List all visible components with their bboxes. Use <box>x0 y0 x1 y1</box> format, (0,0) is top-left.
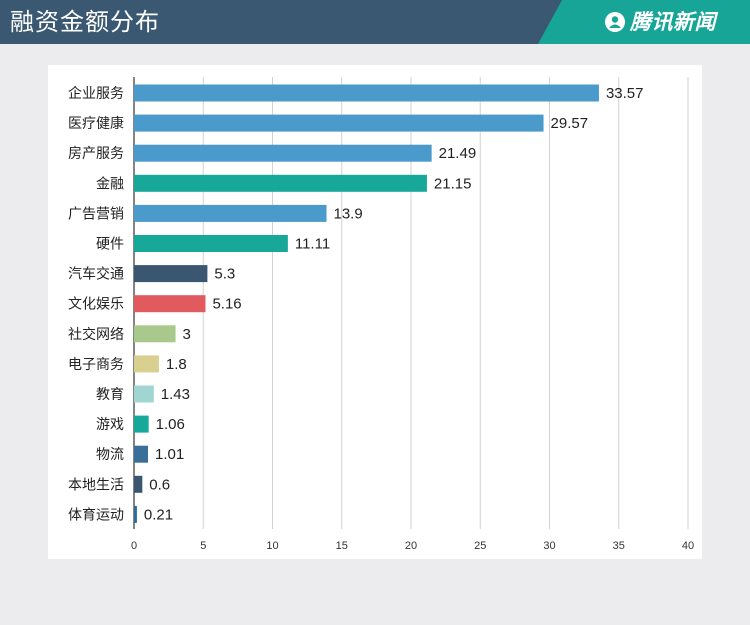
value-label: 1.01 <box>155 446 184 463</box>
bar <box>134 445 148 463</box>
value-label: 3 <box>183 326 191 343</box>
category-label: 体育运动 <box>68 507 124 523</box>
bar <box>134 265 208 283</box>
brand-badge: 腾讯新闻 <box>538 0 750 44</box>
value-label: 0.6 <box>149 476 170 493</box>
bar <box>134 295 206 313</box>
bar <box>134 415 149 433</box>
category-label: 游戏 <box>96 417 124 433</box>
category-label: 社交网络 <box>68 326 124 343</box>
value-label: 33.57 <box>606 85 644 102</box>
bar <box>134 114 544 132</box>
bar-chart: 0 5 10 15 20 25 30 35 40 企业服务 33.57 医疗健康 29.57 房产服务 21… <box>68 77 694 552</box>
value-label: 1.8 <box>166 356 187 373</box>
category-label: 本地生活 <box>68 477 124 493</box>
category-label: 广告营销 <box>68 206 124 222</box>
brand-name: 腾讯新闻 <box>630 10 716 34</box>
category-label: 汽车交通 <box>68 266 124 283</box>
header-bar: 融资金额分布 腾讯新闻 <box>0 0 750 44</box>
value-label: 1.06 <box>156 416 185 433</box>
x-tick-label: 15 <box>336 540 348 552</box>
category-label: 文化娱乐 <box>68 297 124 313</box>
category-label: 硬件 <box>96 237 124 253</box>
value-label: 1.43 <box>161 386 190 403</box>
bar <box>134 235 288 252</box>
value-label: 5.3 <box>214 266 235 283</box>
category-label: 房产服务 <box>68 146 124 162</box>
bar <box>134 385 154 403</box>
x-tick-label: 20 <box>405 540 417 552</box>
bar <box>134 505 137 523</box>
bar <box>134 475 143 493</box>
x-tick-label: 30 <box>543 540 555 552</box>
category-label: 电子商务 <box>68 357 124 373</box>
category-label: 医疗健康 <box>68 115 124 132</box>
tencent-news-logo-icon <box>605 12 625 32</box>
bar <box>134 174 427 192</box>
x-tick-label: 0 <box>131 540 137 552</box>
bar <box>134 325 176 343</box>
category-label: 教育 <box>96 387 124 403</box>
value-label: 21.49 <box>439 145 477 162</box>
x-tick-label: 25 <box>474 540 486 552</box>
value-label: 21.15 <box>434 175 472 192</box>
category-label: 物流 <box>96 447 124 463</box>
bar <box>134 144 432 162</box>
x-tick-label: 5 <box>200 540 206 552</box>
chart-panel: 0 5 10 15 20 25 30 35 40 企业服务 33.57 医疗健康 29.57 房产服务 21… <box>48 65 702 559</box>
value-label: 5.16 <box>212 296 241 313</box>
category-label: 金融 <box>96 176 124 192</box>
bar <box>134 84 599 102</box>
x-tick-label: 35 <box>613 540 625 552</box>
page-title: 融资金额分布 <box>10 8 160 36</box>
bar <box>134 204 327 222</box>
value-label: 29.57 <box>551 115 589 132</box>
x-tick-label: 40 <box>682 540 694 552</box>
x-tick-label: 10 <box>266 540 278 552</box>
bar <box>134 355 159 373</box>
value-label: 13.9 <box>334 205 363 222</box>
value-label: 0.21 <box>144 506 173 523</box>
value-label: 11.11 <box>295 236 330 253</box>
category-label: 企业服务 <box>68 85 124 102</box>
